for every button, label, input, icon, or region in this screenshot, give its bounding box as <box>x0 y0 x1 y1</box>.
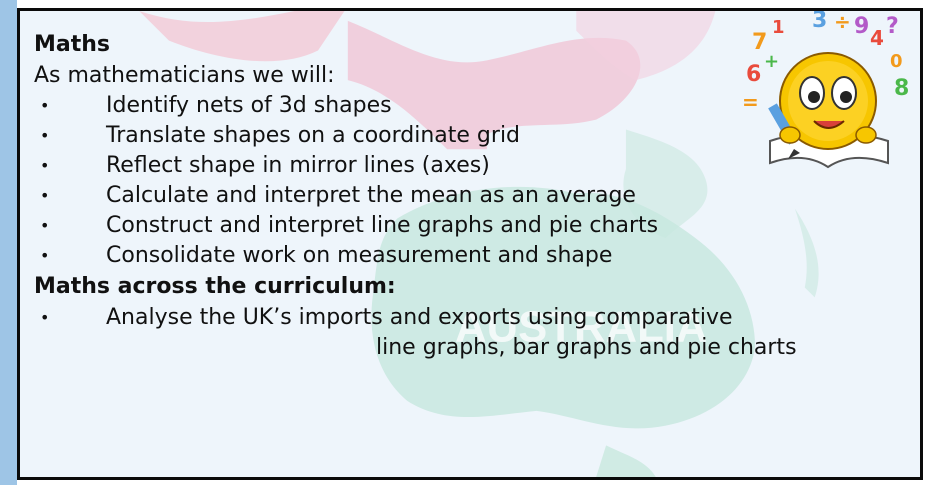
list-item-text: Translate shapes on a coordinate grid <box>106 123 521 148</box>
list-item-text: Consolidate work on measurement and shap… <box>106 243 613 268</box>
svg-text:8: 8 <box>894 76 909 101</box>
world-map-background: AUSTRALIA <box>139 11 819 477</box>
bullet-icon: • <box>40 308 50 327</box>
svg-text:7: 7 <box>752 30 767 55</box>
section-heading: Maths <box>34 32 111 57</box>
cross-curricular-list: • Analyse the UK’s imports and exports u… <box>34 303 910 363</box>
content-block: Maths As mathematicians we will: • Identi… <box>34 29 910 363</box>
svg-text:1: 1 <box>772 17 785 38</box>
objectives-list: • Identify nets of 3d shapes • Translate s… <box>34 91 910 271</box>
intro-text: As mathematicians we will: <box>34 63 335 88</box>
map-label-text: AUSTRALIA <box>455 304 707 352</box>
bullet-icon: • <box>40 186 50 205</box>
math-emoji-illustration: 7 1 3 ÷ 9 4 ? 6 + = 0 8 <box>742 11 912 171</box>
left-edge-stripe <box>0 0 17 485</box>
list-item: • Consolidate work on measurement and sha… <box>34 241 910 271</box>
list-item: • Analyse the UK’s imports and exports u… <box>34 303 910 363</box>
list-item-text: Reflect shape in mirror lines (axes) <box>106 153 490 178</box>
svg-text:3: 3 <box>812 11 827 33</box>
cross-curricular-heading: Maths across the curriculum: <box>34 274 396 299</box>
list-item-text: Identify nets of 3d shapes <box>106 93 392 118</box>
svg-text:=: = <box>742 90 759 114</box>
list-item-text: Calculate and interpret the mean as an a… <box>106 183 636 208</box>
list-item: • Identify nets of 3d shapes <box>34 91 910 121</box>
list-item-text-line1: Analyse the UK’s imports and exports usi… <box>106 305 733 330</box>
svg-text:4: 4 <box>870 26 884 50</box>
list-item-text-line2: line graphs, bar graphs and pie charts <box>376 335 797 360</box>
list-item: • Translate shapes on a coordinate grid <box>34 121 910 151</box>
list-item-text: Construct and interpret line graphs and … <box>106 213 659 238</box>
bullet-icon: • <box>40 246 50 265</box>
svg-text:÷: ÷ <box>834 11 851 34</box>
svg-text:0: 0 <box>890 51 903 72</box>
svg-text:?: ? <box>886 14 899 39</box>
bullet-icon: • <box>40 96 50 115</box>
thinking-emoji-icon: 7 1 3 ÷ 9 4 ? 6 + = 0 8 <box>742 11 909 169</box>
svg-text:+: + <box>764 51 779 72</box>
list-item: • Reflect shape in mirror lines (axes) <box>34 151 910 181</box>
bullet-icon: • <box>40 126 50 145</box>
svg-text:9: 9 <box>854 14 869 39</box>
bullet-icon: • <box>40 216 50 235</box>
list-item: • Construct and interpret line graphs and… <box>34 211 910 241</box>
list-item: • Calculate and interpret the mean as an … <box>34 181 910 211</box>
bullet-icon: • <box>40 156 50 175</box>
svg-text:6: 6 <box>746 62 761 87</box>
maths-panel: AUSTRALIA Maths As mathematicians we wil… <box>17 8 923 480</box>
